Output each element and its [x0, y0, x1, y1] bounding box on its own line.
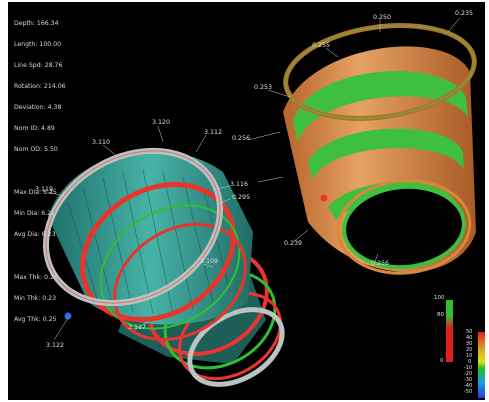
left-label-3117: 3.117 [128, 324, 147, 331]
readout-nom-od: Nom OD: 5.50 [14, 146, 58, 153]
right-label-0256-bottom: 0.256 [371, 260, 390, 267]
readout-nom-id: Nom ID: 4.89 [14, 125, 55, 132]
left-label-3116: 3.116 [230, 181, 249, 188]
left-label-3122: 3.122 [46, 342, 65, 349]
left-label-3110: 3.110 [92, 139, 111, 146]
readout-length: Length: 100.00 [14, 41, 62, 48]
left-label-3109: 3.109 [200, 258, 219, 265]
right-label-0253: 0.253 [254, 84, 273, 91]
right-label-0255: 0.255 [312, 42, 331, 49]
multi-legend-tick-40: 40 [466, 335, 473, 341]
left-label-0295: 0.295 [232, 194, 251, 201]
green-legend-tick-100: 100 [434, 295, 445, 301]
right-label-0250: 0.250 [373, 14, 392, 21]
right-label-0239: 0.239 [284, 240, 303, 247]
multi-legend-tick-m50: -50 [464, 389, 473, 395]
green-red-scale-bar [446, 300, 453, 362]
right-pipe-model[interactable] [280, 14, 481, 278]
multi-legend-tick-m30: -30 [464, 377, 473, 383]
deviation-color-legend [478, 332, 485, 398]
multi-legend-tick-m10: -10 [464, 365, 473, 371]
right-label-0256-top: 0.256 [232, 135, 251, 142]
left-label-3112: 3.112 [204, 129, 223, 136]
multi-color-scale-bar [478, 332, 485, 398]
readout-avg-dia: Avg Dia: 6.23 [14, 231, 56, 238]
3d-viewport[interactable]: Depth: 166.34 Length: 100.00 Line Spd: 2… [8, 2, 485, 400]
green-legend-tick-80: 80 [437, 312, 444, 318]
left-marker-dot[interactable] [64, 312, 72, 320]
readout-line-speed: Line Spd: 28.76 [14, 62, 63, 69]
multi-legend-tick-10: 10 [466, 353, 473, 359]
measurement-readout: Depth: 166.34 Length: 100.00 Line Spd: 2… [14, 6, 66, 337]
right-marker-dot[interactable] [320, 194, 328, 202]
right-label-0235: 0.235 [455, 10, 474, 17]
left-label-3120: 3.120 [152, 119, 171, 126]
multi-legend-tick-20: 20 [466, 347, 473, 353]
readout-avg-thk: Avg Thk: 0.25 [14, 316, 57, 323]
multi-legend-tick-50: 50 [466, 329, 473, 335]
multi-legend-tick-m20: -20 [464, 371, 473, 377]
pipe-scene[interactable] [8, 2, 485, 400]
left-pipe-model[interactable] [18, 120, 295, 399]
readout-deviation: Deviation: 4.38 [14, 104, 62, 111]
left-label-3119: 3.119 [35, 186, 54, 193]
readout-max-dia: Max Dia: 6.25 [14, 189, 57, 196]
readout-rotation: Rotation: 214.06 [14, 83, 66, 90]
green-legend-tick-0: 0 [440, 358, 444, 364]
multi-legend-tick-30: 30 [466, 341, 473, 347]
multi-legend-tick-m40: -40 [464, 383, 473, 389]
readout-min-dia: Min Dia: 6.21 [14, 210, 56, 217]
multi-legend-tick-0: 0 [468, 359, 472, 365]
readout-min-thk: Min Thk: 0.23 [14, 295, 57, 302]
thickness-color-legend [446, 300, 453, 362]
readout-depth: Depth: 166.34 [14, 20, 59, 27]
readout-max-thk: Max Thk: 0.26 [14, 274, 58, 281]
